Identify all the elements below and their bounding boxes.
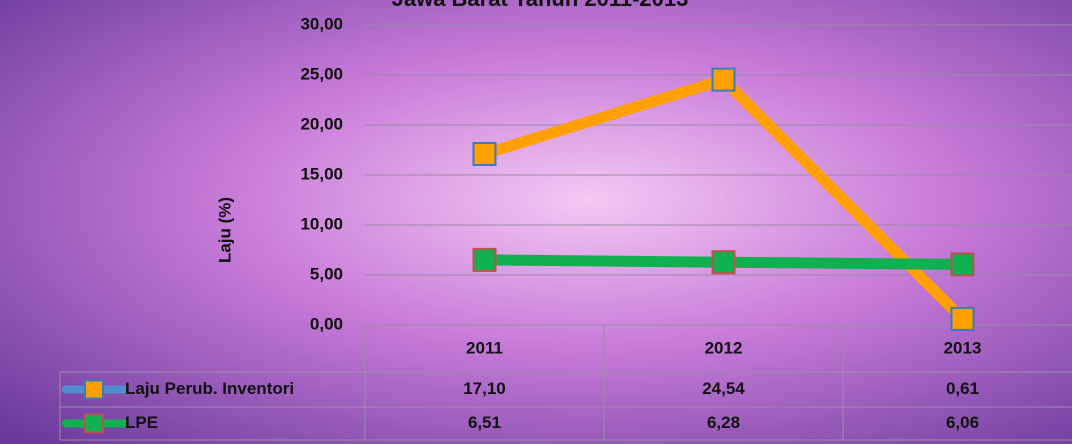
legend-marker: [84, 379, 104, 400]
x-tick-label: 2011: [466, 338, 503, 357]
series-marker: [472, 247, 497, 272]
table-value: 6,51: [468, 413, 501, 432]
table-value: 6,06: [946, 413, 979, 432]
y-tick-label: 15,00: [300, 164, 343, 183]
y-tick-label: 25,00: [300, 64, 343, 83]
series-marker: [711, 67, 736, 92]
table-value: 24,54: [702, 379, 745, 398]
legend-marker: [84, 413, 104, 434]
y-tick-label: 0,00: [310, 314, 343, 333]
y-tick-label: 5,00: [310, 264, 343, 283]
table-value: 0,61: [946, 379, 979, 398]
series-marker: [950, 252, 975, 277]
y-tick-label: 20,00: [300, 114, 343, 133]
y-tick-label: 10,00: [300, 214, 343, 233]
series-marker: [711, 250, 736, 275]
series-marker: [472, 142, 497, 166]
series-marker: [950, 306, 975, 331]
x-tick-label: 2013: [944, 338, 982, 357]
y-axis-label: Laju (%): [215, 197, 234, 263]
x-tick-label: 2012: [705, 338, 743, 357]
table-value: 17,10: [463, 379, 506, 398]
legend-label: LPE: [125, 413, 158, 432]
table-value: 6,28: [707, 413, 740, 432]
chart-title: Jawa Barat Tahun 2011-2013: [392, 0, 689, 11]
legend-label: Laju Perub. Inventori: [125, 379, 294, 398]
y-tick-label: 30,00: [300, 14, 343, 33]
